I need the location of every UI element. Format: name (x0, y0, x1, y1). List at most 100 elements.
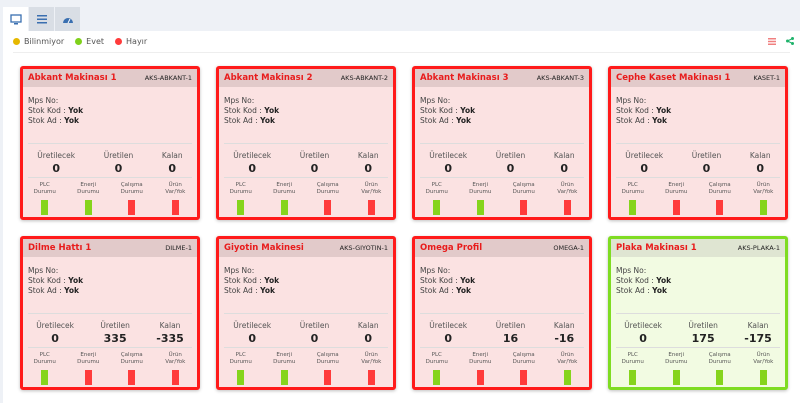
status-label-line: PLC (627, 182, 638, 188)
status-label-line: Durumu (77, 359, 100, 365)
production-stats: Üretilecek 0 Üretilen 0 Kalan 0 (23, 144, 197, 177)
machine-card[interactable]: Omega Profil OMEGA-1 Mps No: Stok Kod : Y… (412, 236, 592, 390)
tab-dashboard[interactable] (55, 7, 80, 31)
machine-card[interactable]: Cephe Kaset Makinası 1 KASET-1 Mps No: St… (608, 66, 788, 220)
machine-card[interactable]: Giyotin Makinesi AKS-GIYOTIN-1 Mps No: St… (216, 236, 396, 390)
share-icon[interactable] (786, 37, 794, 45)
machine-name[interactable]: Omega Profil (420, 243, 483, 253)
status-label-line: PLC (235, 352, 246, 358)
status-plc: PLC Durumu (221, 352, 261, 385)
status-label-line: Durumu (469, 189, 492, 195)
status-plc: PLC Durumu (613, 182, 653, 215)
status-label-line: Durumu (33, 189, 56, 195)
status-label-line: Ürün (560, 352, 574, 358)
machine-name[interactable]: Dilme Hattı 1 (28, 243, 92, 253)
machine-code: DILME-1 (165, 244, 192, 252)
machine-card[interactable]: Dilme Hattı 1 DILME-1 Mps No: Stok Kod : … (20, 236, 200, 390)
status-label-line: Çalışma (316, 182, 339, 188)
red-dot-icon (115, 38, 123, 45)
production-stats: Üretilecek 0 Üretilen 16 Kalan -16 (415, 314, 589, 347)
status-label: PLC Durumu (426, 352, 448, 368)
status-label: Çalışma Durumu (513, 352, 535, 368)
machine-name[interactable]: Abkant Makinası 1 (28, 73, 117, 83)
stok-ad-row: Stok Ad : Yok (420, 116, 584, 126)
machine-card[interactable]: Plaka Makinası 1 AKS-PLAKA-1 Mps No: Stok… (608, 236, 788, 390)
tab-monitor[interactable] (3, 7, 28, 31)
status-label: Enerji Durumu (273, 352, 295, 368)
legend-item-hayir: Hayır (115, 37, 147, 46)
stat-kalan: Kalan -175 (744, 321, 772, 347)
divider (28, 313, 192, 314)
machine-name[interactable]: Giyotin Makinesi (224, 243, 304, 253)
production-stats: Üretilecek 0 Üretilen 335 Kalan -335 (23, 314, 197, 347)
status-label-line: Enerji (472, 352, 489, 358)
status-indicators: PLC Durumu Enerji Durumu Çalışma Durumu Ürün Va… (415, 178, 589, 215)
stat-value: 0 (114, 162, 123, 175)
status-bar (367, 200, 375, 215)
machine-name[interactable]: Abkant Makinası 3 (420, 73, 509, 83)
status-indicators: PLC Durumu Enerji Durumu Çalışma Durumu Ürün Va… (415, 348, 589, 385)
machine-name[interactable]: Plaka Makinası 1 (616, 243, 697, 253)
stok-ad-value: Yok (260, 286, 275, 295)
machine-name[interactable]: Cephe Kaset Makinası 1 (616, 73, 731, 83)
stok-ad-label: Stok Ad : (616, 116, 650, 125)
status-label: Çalışma Durumu (317, 182, 339, 198)
status-label-line: Var/Yok (165, 189, 186, 195)
card-info: Mps No: Stok Kod : Yok Stok Ad : Yok (219, 257, 393, 313)
status-plc: PLC Durumu (417, 352, 457, 385)
status-enerji: Enerji Durumu (460, 352, 500, 385)
list-view-icon[interactable] (768, 37, 776, 45)
status-indicators: PLC Durumu Enerji Durumu Çalışma Durumu Ürün Va… (219, 348, 393, 385)
status-enerji: Enerji Durumu (264, 182, 304, 215)
status-label-line: PLC (627, 352, 638, 358)
status-label-line: PLC (39, 182, 50, 188)
status-enerji: Enerji Durumu (656, 352, 696, 385)
status-label: Ürün Var/Yok (753, 182, 773, 198)
stok-kod-label: Stok Kod : (224, 276, 262, 285)
stat-value: 0 (248, 162, 257, 175)
stat-label: Kalan (357, 321, 379, 330)
stok-kod-row: Stok Kod : Yok (420, 276, 584, 286)
status-label-line: Enerji (276, 182, 293, 188)
status-plc: PLC Durumu (417, 182, 457, 215)
status-label: Enerji Durumu (273, 182, 295, 198)
machine-card[interactable]: Abkant Makinası 3 AKS-ABKANT-3 Mps No: St… (412, 66, 592, 220)
status-label: Çalışma Durumu (709, 182, 731, 198)
status-enerji: Enerji Durumu (68, 182, 108, 215)
stat-uretilen: Üretilen 16 (496, 321, 526, 347)
stok-ad-value: Yok (456, 286, 471, 295)
machine-card[interactable]: Abkant Makinası 1 AKS-ABKANT-1 Mps No: St… (20, 66, 200, 220)
stat-value: -16 (554, 332, 575, 345)
stat-label: Üretilecek (429, 321, 468, 330)
mps-label: Mps No: (420, 96, 451, 105)
machine-card[interactable]: Abkant Makinası 2 AKS-ABKANT-2 Mps No: St… (216, 66, 396, 220)
status-label-line: Durumu (273, 189, 296, 195)
card-header: Plaka Makinası 1 AKS-PLAKA-1 (611, 239, 785, 257)
stat-value: 16 (502, 332, 519, 345)
mps-label: Mps No: (28, 96, 59, 105)
stok-kod-row: Stok Kod : Yok (224, 106, 388, 116)
status-bar (563, 370, 571, 385)
status-calisma: Çalışma Durumu (504, 182, 544, 215)
status-label-line: PLC (431, 182, 442, 188)
stat-label: Üretilecek (624, 321, 663, 330)
stok-kod-value: Yok (68, 106, 84, 115)
status-bar (128, 200, 136, 215)
tab-list[interactable] (29, 7, 54, 31)
machine-name[interactable]: Abkant Makinası 2 (224, 73, 313, 83)
status-bar (171, 200, 179, 215)
status-label: Çalışma Durumu (709, 352, 731, 368)
status-label-line: Çalışma (316, 352, 339, 358)
divider (616, 347, 780, 348)
divider (420, 143, 584, 144)
card-info: Mps No: Stok Kod : Yok Stok Ad : Yok (415, 257, 589, 313)
stok-ad-row: Stok Ad : Yok (28, 286, 192, 296)
stat-value: 0 (51, 332, 59, 345)
status-plc: PLC Durumu (25, 182, 65, 215)
stat-kalan: Kalan 0 (358, 151, 379, 177)
divider (420, 177, 584, 178)
stat-uretilen: Üretilen 0 (300, 321, 330, 347)
status-label-line: Durumu (120, 359, 143, 365)
status-bar (280, 200, 288, 215)
